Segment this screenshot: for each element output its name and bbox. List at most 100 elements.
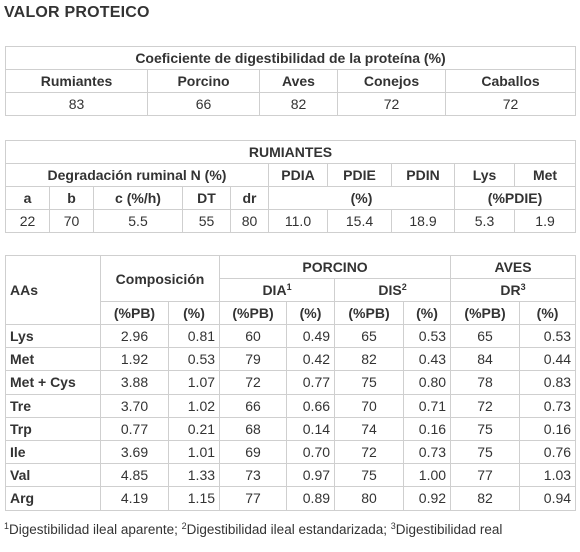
aa-value: 82 — [334, 347, 405, 372]
aa-value: 75 — [334, 463, 405, 488]
value-dr: 80 — [230, 209, 269, 233]
aa-value: 0.66 — [286, 393, 336, 418]
aa-value: 0.92 — [403, 486, 452, 511]
aa-value: 84 — [450, 347, 521, 372]
aa-value: 65 — [450, 323, 521, 349]
aa-value: 0.89 — [286, 486, 336, 511]
col-rumiantes: Rumiantes — [5, 69, 148, 93]
aa-value: 77 — [219, 486, 288, 511]
aa-value: 0.53 — [167, 347, 221, 372]
aa-value: 75 — [450, 439, 521, 465]
aa-value: 0.44 — [519, 347, 577, 372]
value-met: 1.9 — [513, 209, 577, 233]
aa-value: 72 — [334, 439, 405, 465]
aa-value: 0.73 — [519, 393, 577, 418]
aa-name: Arg — [5, 486, 101, 511]
aa-value: 75 — [334, 370, 405, 395]
rumiantes-header: RUMIANTES — [4, 140, 577, 164]
aa-name: Lys — [5, 323, 101, 349]
aa-value: 0.71 — [403, 393, 452, 418]
aves-header: AVES — [450, 255, 577, 279]
value-a: 22 — [5, 209, 50, 233]
aa-value: 0.53 — [403, 323, 452, 349]
lys-header: Lys — [454, 163, 515, 187]
pdi-unit: (%) — [268, 186, 455, 210]
sub-dr: dr — [230, 186, 269, 210]
col-porcino: Porcino — [147, 69, 260, 93]
aa-name: Met + Cys — [5, 370, 101, 395]
aminoacid-table: AAs Composición PORCINO AVES DIA1 DIS2 D… — [5, 255, 577, 511]
value-pdia: 11.0 — [268, 209, 328, 233]
aa-value: 1.07 — [167, 370, 221, 395]
aa-name: Tre — [5, 393, 101, 418]
aa-value: 0.21 — [167, 416, 221, 441]
aa-value: 0.80 — [403, 370, 452, 395]
aa-value: 0.42 — [286, 347, 336, 372]
pdia-header: PDIA — [268, 163, 328, 187]
table-row: Arg 4.19 1.15 77 0.89 80 0.92 82 0.94 — [5, 486, 577, 511]
value-b: 70 — [49, 209, 94, 233]
composicion-header: Composición — [99, 255, 221, 302]
aa-value: 0.94 — [519, 486, 577, 511]
aa-value: 80 — [334, 486, 405, 511]
col-caballos: Caballos — [444, 69, 577, 93]
aa-value: 0.77 — [100, 416, 169, 441]
table-row: Met 1.92 0.53 79 0.42 82 0.43 84 0.44 — [5, 347, 577, 372]
aa-value: 0.76 — [519, 439, 577, 465]
aa-value: 1.02 — [167, 393, 221, 418]
unit-cell: (%PB) — [100, 301, 169, 325]
page-title: VALOR PROTEICO — [4, 4, 150, 21]
col-conejos: Conejos — [337, 69, 446, 93]
footnote: 1Digestibilidad ileal aparente; 2Digesti… — [4, 521, 503, 538]
aa-value: 4.85 — [100, 463, 169, 488]
value-caballos: 72 — [444, 92, 577, 116]
unit-cell: (%) — [286, 301, 336, 325]
aa-value: 3.70 — [100, 393, 169, 418]
aa-value: 2.96 — [100, 323, 169, 349]
digestibility-table: Coeficiente de digestibilidad de la prot… — [4, 46, 577, 116]
aa-value: 3.69 — [100, 439, 169, 465]
aa-name: Met — [5, 347, 101, 372]
aa-value: 0.16 — [519, 416, 577, 441]
aa-value: 0.81 — [167, 323, 221, 349]
table-row: Lys 2.96 0.81 60 0.49 65 0.53 65 0.53 — [5, 323, 577, 349]
aa-value: 4.19 — [100, 486, 169, 511]
rumiantes-table: RUMIANTES Degradación ruminal N (%) PDIA… — [4, 140, 577, 233]
aa-value: 66 — [219, 393, 288, 418]
aa-value: 0.53 — [519, 323, 577, 349]
aa-value: 74 — [334, 416, 405, 441]
dr-header: DR3 — [450, 278, 577, 302]
aa-value: 0.43 — [403, 347, 452, 372]
aa-value: 0.49 — [286, 323, 336, 349]
unit-cell: (%) — [403, 301, 452, 325]
unit-cell: (%PB) — [450, 301, 521, 325]
aa-value: 1.33 — [167, 463, 221, 488]
aa-value: 0.16 — [403, 416, 452, 441]
porcino-header: PORCINO — [219, 255, 452, 279]
sub-c: c (%/h) — [93, 186, 183, 210]
sub-b: b — [49, 186, 94, 210]
aa-value: 70 — [334, 393, 405, 418]
table-row: Val 4.85 1.33 73 0.97 75 1.00 77 1.03 — [5, 463, 577, 488]
aa-value: 1.15 — [167, 486, 221, 511]
table-row: Tre 3.70 1.02 66 0.66 70 0.71 72 0.73 — [5, 393, 577, 418]
sub-a: a — [5, 186, 50, 210]
aa-value: 0.77 — [286, 370, 336, 395]
unit-cell: (%) — [519, 301, 577, 325]
aa-value: 79 — [219, 347, 288, 372]
unit-cell: (%PB) — [219, 301, 288, 325]
aa-value: 1.00 — [403, 463, 452, 488]
aa-name: Ile — [5, 439, 101, 465]
value-rumiantes: 83 — [5, 92, 148, 116]
value-pdin: 18.9 — [391, 209, 455, 233]
dis-header: DIS2 — [334, 278, 452, 302]
aa-value: 75 — [450, 416, 521, 441]
met-header: Met — [513, 163, 577, 187]
value-lys: 5.3 — [454, 209, 515, 233]
digestibility-header: Coeficiente de digestibilidad de la prot… — [4, 46, 577, 70]
value-c: 5.5 — [93, 209, 183, 233]
value-porcino: 66 — [147, 92, 260, 116]
aa-value: 1.92 — [100, 347, 169, 372]
value-aves: 82 — [259, 92, 338, 116]
sub-dt: DT — [182, 186, 231, 210]
